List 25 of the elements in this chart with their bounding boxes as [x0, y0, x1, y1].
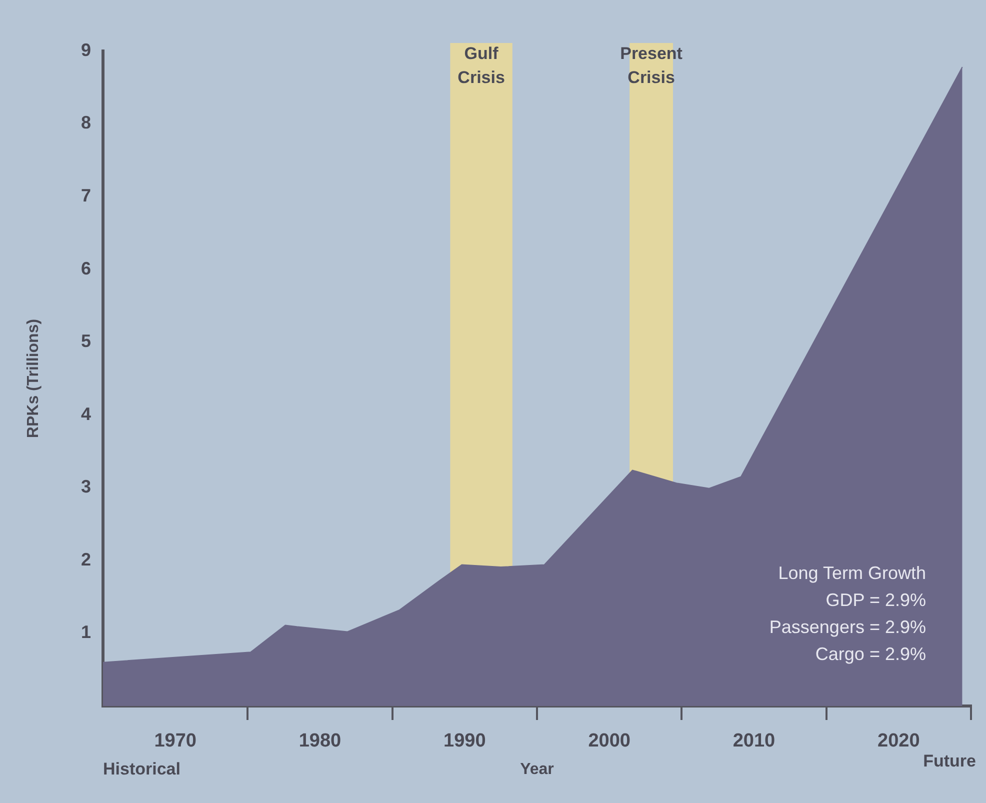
y-tick-label: 6 — [80, 258, 91, 278]
x-tick-label: 1990 — [444, 730, 486, 752]
text: Future — [923, 752, 976, 771]
x-tick-label: 2020 — [878, 730, 920, 752]
annotation: Passengers = 2.9% — [769, 616, 926, 637]
y-tick-label: 1 — [80, 622, 91, 642]
x-tick-label: 2000 — [588, 730, 630, 752]
y-tick-label: 4 — [80, 404, 91, 424]
y-tick-label: 9 — [80, 40, 91, 60]
y-tick-label: 7 — [80, 186, 91, 206]
y-tick-label: 3 — [80, 476, 91, 497]
band-label: Present Crisis — [620, 44, 683, 88]
x-tick-label: 1970 — [154, 730, 196, 752]
y-tick-label: 2 — [80, 549, 91, 570]
annotation: Cargo = 2.9% — [815, 644, 926, 664]
y-tick-label: 5 — [80, 331, 91, 352]
annotation: Long Term Growth — [778, 562, 926, 583]
x-axis-title: Year — [520, 760, 554, 778]
x-tick-label: 1980 — [298, 730, 342, 752]
band-label: Gulf Crisis — [458, 44, 505, 88]
y-tick-label: 8 — [80, 112, 91, 133]
text: Historical — [103, 760, 180, 779]
annotation: GDP = 2.9% — [826, 590, 926, 610]
x-tick-label: 2010 — [732, 730, 776, 752]
y-axis-title: RPKs (Trillions) — [25, 318, 42, 438]
